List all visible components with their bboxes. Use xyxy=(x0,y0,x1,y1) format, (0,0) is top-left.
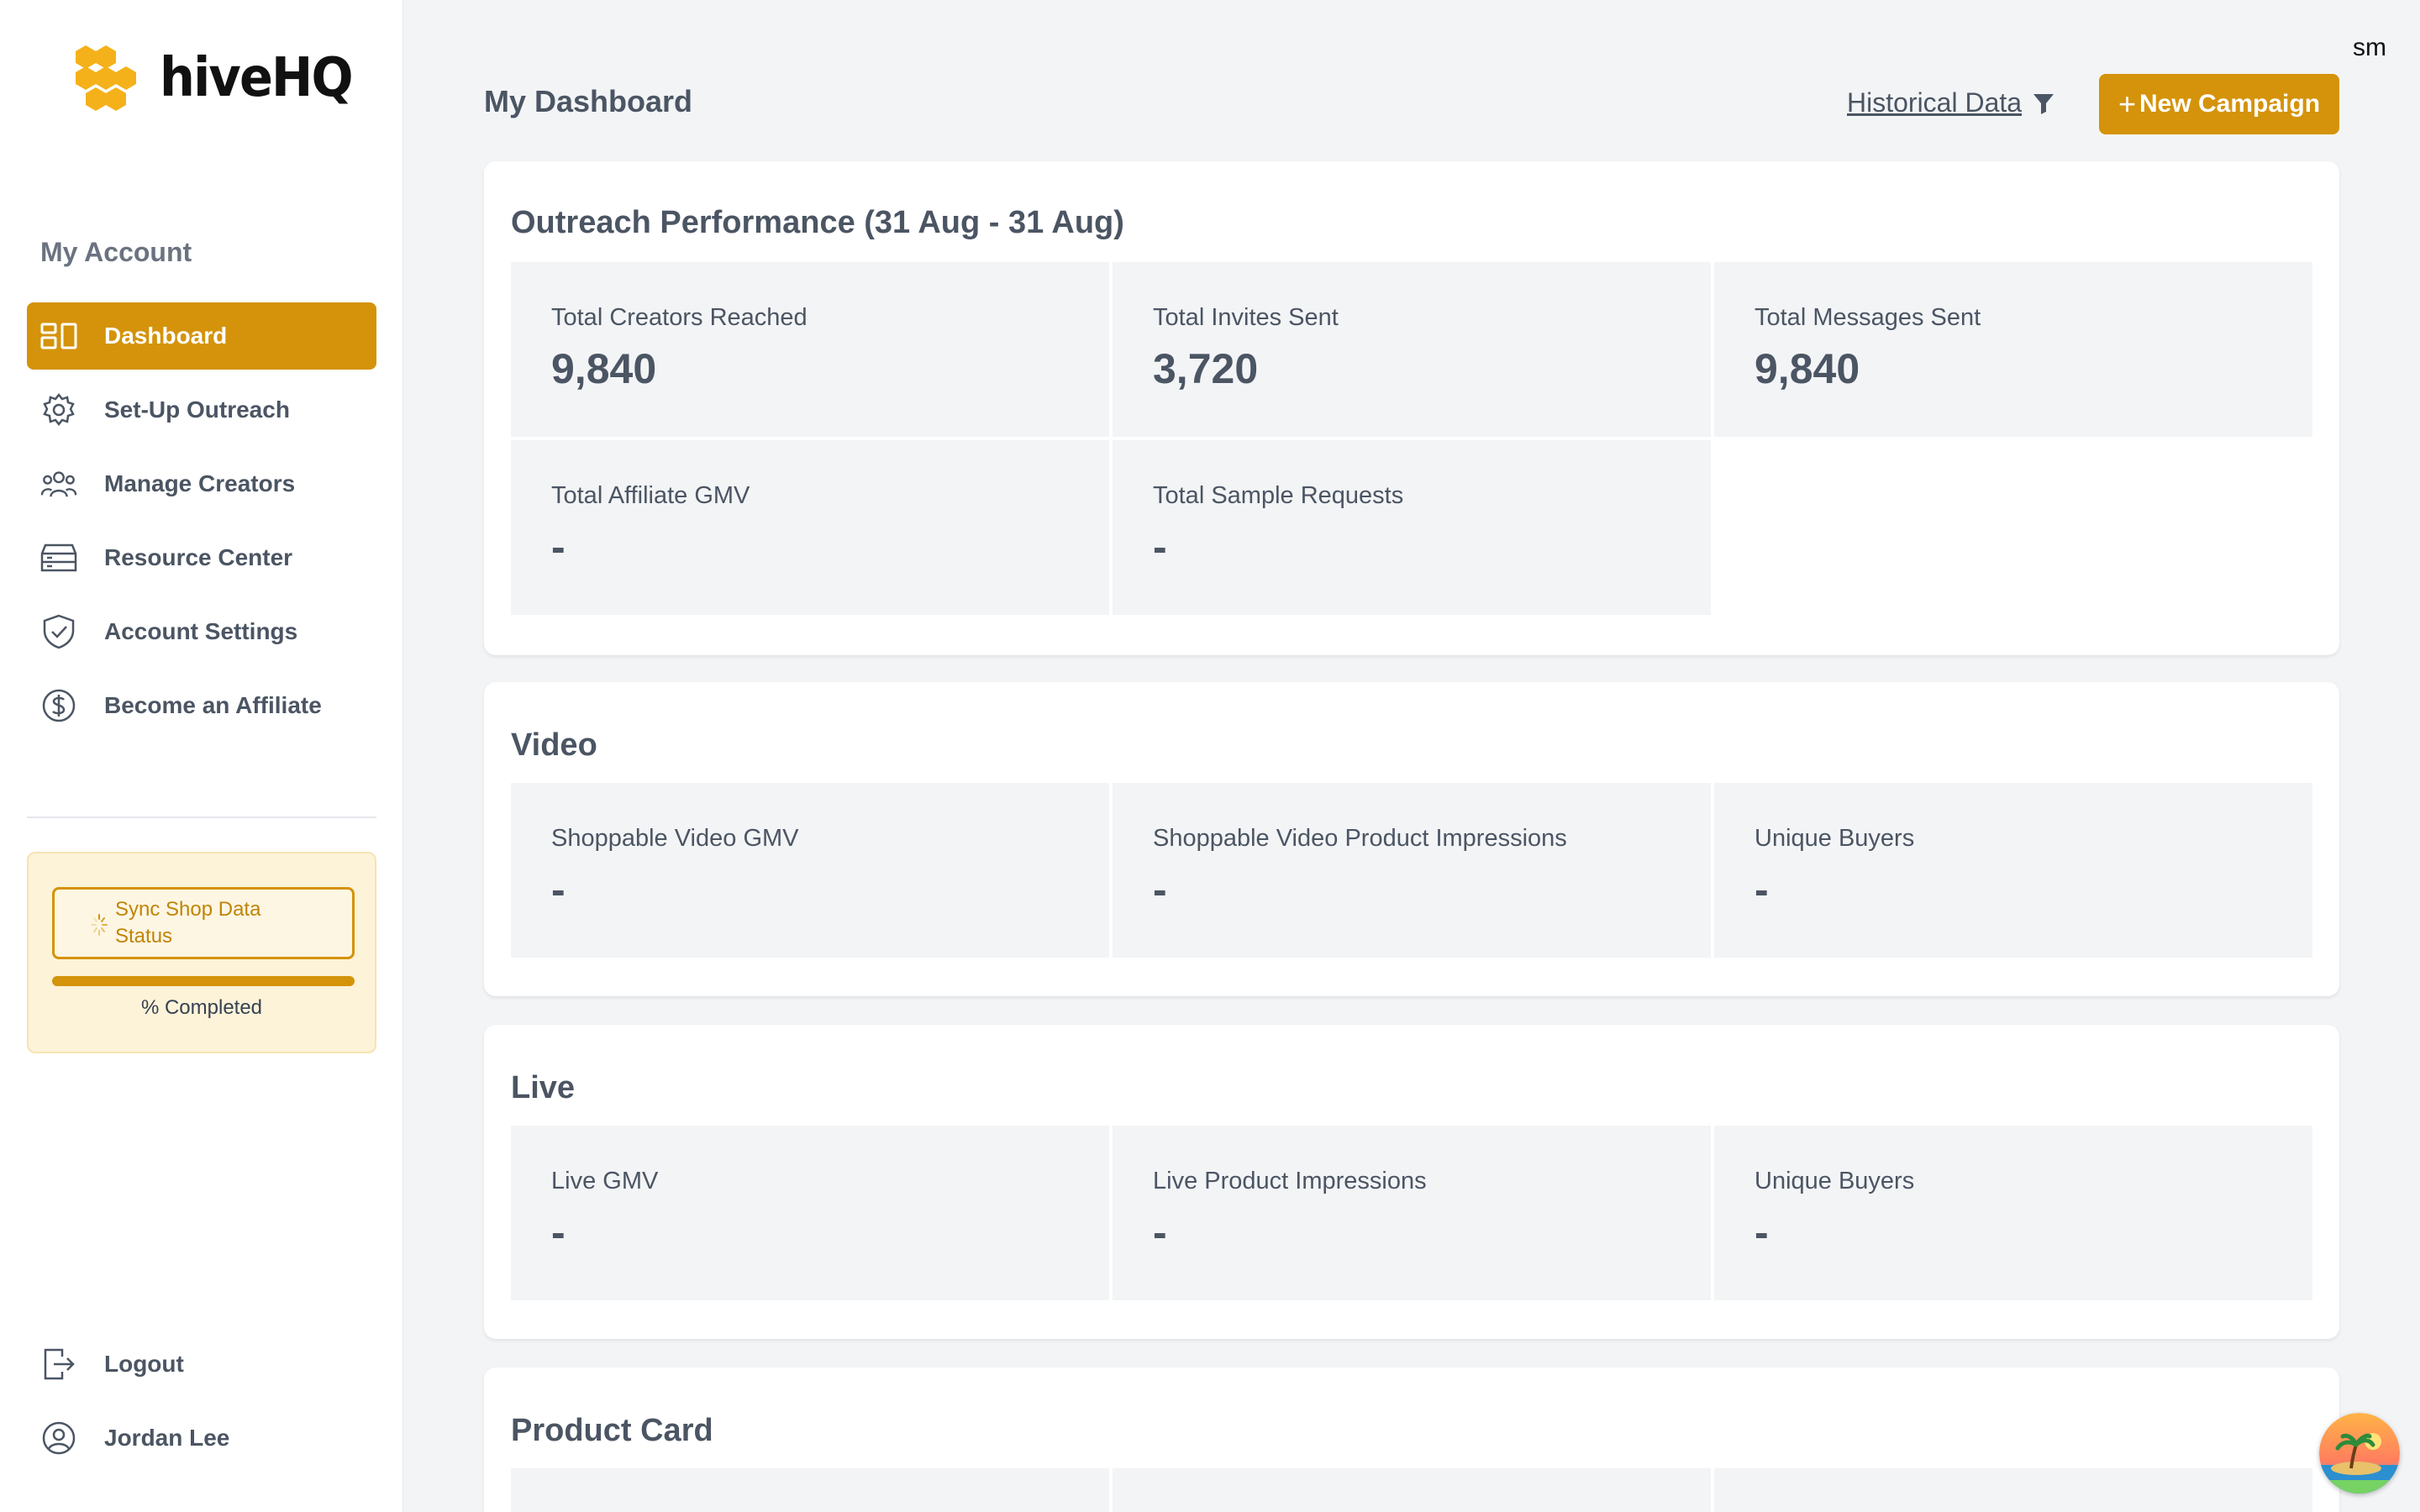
sync-shop-data-button[interactable]: Sync Shop Data Status xyxy=(52,887,355,959)
user-icon xyxy=(40,1420,77,1457)
metric-label: Live Product Impressions xyxy=(1153,1168,1427,1194)
sidebar: hiveHQ My Account Dashboard Set-Up Outre… xyxy=(0,0,403,1512)
shield-icon xyxy=(40,613,77,650)
sidebar-item-label: Manage Creators xyxy=(104,470,296,496)
sidebar-divider xyxy=(27,816,376,818)
metric-value: 3,720 xyxy=(1153,345,1259,392)
metric-value: - xyxy=(1754,866,1769,913)
gear-icon xyxy=(40,391,77,428)
metric-tile: Total Messages Sent 9,840 xyxy=(1714,262,2312,437)
metric-label: Total Creators Reached xyxy=(551,304,808,331)
chat-widget-button[interactable] xyxy=(2319,1413,2400,1494)
metric-label: Shoppable Video GMV xyxy=(551,825,799,852)
sync-progress-fill xyxy=(52,976,355,986)
dashboard-icon xyxy=(40,318,77,354)
new-campaign-label: New Campaign xyxy=(2139,90,2321,118)
outreach-performance-section: Outreach Performance (31 Aug - 31 Aug) T… xyxy=(484,161,2339,655)
sidebar-item-become-affiliate[interactable]: Become an Affiliate xyxy=(27,672,376,739)
metric-value: 9,840 xyxy=(551,345,657,392)
plus-icon: + xyxy=(2118,87,2136,121)
metrics-grid: Total Creators Reached 9,840 Total Invit… xyxy=(511,262,2312,615)
new-campaign-button[interactable]: + New Campaign xyxy=(2099,74,2339,134)
island-avatar-icon xyxy=(2319,1413,2400,1494)
metric-tile: Shoppable Video GMV - xyxy=(511,783,1109,958)
metric-tile: Live Product Impressions - xyxy=(1113,1126,1711,1300)
sidebar-item-logout[interactable]: Logout xyxy=(27,1331,376,1398)
metric-label: Shoppable Video Product Impressions xyxy=(1153,825,1567,852)
metric-tile: Total Affiliate GMV - xyxy=(511,440,1109,615)
metrics-grid xyxy=(511,1468,2312,1512)
metric-value: - xyxy=(1153,866,1167,913)
metric-label: Total Sample Requests xyxy=(1153,482,1404,509)
video-section: Video Shoppable Video GMV - Shoppable Vi… xyxy=(484,682,2339,996)
sidebar-item-label: Dashboard xyxy=(104,323,228,349)
brand-name: hiveHQ xyxy=(160,47,354,109)
metric-tile: Total Creators Reached 9,840 xyxy=(511,262,1109,437)
metric-tile: Live GMV - xyxy=(511,1126,1109,1300)
dollar-icon xyxy=(40,687,77,724)
product-card-section: Product Card xyxy=(484,1368,2339,1512)
spinner-icon xyxy=(91,914,108,936)
metric-tile xyxy=(1113,1468,1711,1512)
section-title: Outreach Performance (31 Aug - 31 Aug) xyxy=(511,205,1124,240)
metric-tile xyxy=(1714,1468,2312,1512)
users-icon xyxy=(40,465,77,502)
sidebar-item-label: Account Settings xyxy=(104,618,298,644)
metric-label: Total Messages Sent xyxy=(1754,304,1981,331)
filter-icon xyxy=(2033,93,2054,114)
sidebar-bottom-nav: Logout Jordan Lee xyxy=(27,1331,376,1478)
metric-value: - xyxy=(551,866,566,913)
sync-button-label: Sync Shop Data Status xyxy=(115,898,261,948)
metric-value: - xyxy=(551,523,566,570)
metric-label: Unique Buyers xyxy=(1754,1168,1915,1194)
metric-tile: Shoppable Video Product Impressions - xyxy=(1113,783,1711,958)
sidebar-item-label: Resource Center xyxy=(104,544,293,570)
metric-tile: Unique Buyers - xyxy=(1714,783,2312,958)
historical-data-label: Historical Data xyxy=(1847,87,2023,118)
sidebar-item-resource-center[interactable]: Resource Center xyxy=(27,524,376,591)
metric-label: Live GMV xyxy=(551,1168,659,1194)
sidebar-item-setup-outreach[interactable]: Set-Up Outreach xyxy=(27,376,376,444)
my-account-heading: My Account xyxy=(40,237,192,267)
sync-progress-label: % Completed xyxy=(140,996,263,1019)
sync-progress-bar xyxy=(52,976,355,986)
sidebar-item-label: Become an Affiliate xyxy=(104,692,322,718)
sidebar-item-label: Jordan Lee xyxy=(104,1425,230,1451)
section-title: Live xyxy=(511,1070,576,1105)
sync-status-card: Sync Shop Data Status % Completed xyxy=(27,852,376,1053)
sidebar-nav: Dashboard Set-Up Outreach xyxy=(27,302,376,746)
live-section: Live Live GMV - Live Product Impressions… xyxy=(484,1025,2339,1339)
page-title: My Dashboard xyxy=(484,84,693,118)
metric-tile xyxy=(511,1468,1109,1512)
metric-label: Total Invites Sent xyxy=(1153,304,1339,331)
sidebar-item-dashboard[interactable]: Dashboard xyxy=(27,302,376,370)
metrics-grid: Live GMV - Live Product Impressions - Un… xyxy=(511,1126,2312,1300)
logout-icon xyxy=(40,1346,77,1383)
metrics-grid: Shoppable Video GMV - Shoppable Video Pr… xyxy=(511,783,2312,958)
sidebar-item-profile[interactable]: Jordan Lee xyxy=(27,1404,376,1472)
metric-value: - xyxy=(1153,1209,1167,1256)
hivehq-logo[interactable]: hiveHQ xyxy=(69,44,369,113)
metric-value: - xyxy=(1754,1209,1769,1256)
metric-value: - xyxy=(1153,523,1167,570)
sidebar-item-account-settings[interactable]: Account Settings xyxy=(27,598,376,665)
sidebar-item-manage-creators[interactable]: Manage Creators xyxy=(27,450,376,517)
historical-data-link[interactable]: Historical Data xyxy=(1847,87,2055,118)
section-title: Video xyxy=(511,727,597,763)
metric-label: Total Affiliate GMV xyxy=(551,482,750,509)
sidebar-item-label: Logout xyxy=(104,1351,184,1377)
server-icon xyxy=(40,539,77,576)
metric-value: - xyxy=(551,1209,566,1256)
section-title: Product Card xyxy=(511,1413,713,1448)
metric-value: 9,840 xyxy=(1754,345,1860,392)
metric-tile: Unique Buyers - xyxy=(1714,1126,2312,1300)
metric-label: Unique Buyers xyxy=(1754,825,1915,852)
metric-tile: Total Sample Requests - xyxy=(1113,440,1711,615)
metric-tile: Total Invites Sent 3,720 xyxy=(1113,262,1711,437)
user-initials[interactable]: sm xyxy=(2353,34,2386,61)
sidebar-item-label: Set-Up Outreach xyxy=(104,396,290,423)
honeycomb-icon xyxy=(76,45,136,111)
